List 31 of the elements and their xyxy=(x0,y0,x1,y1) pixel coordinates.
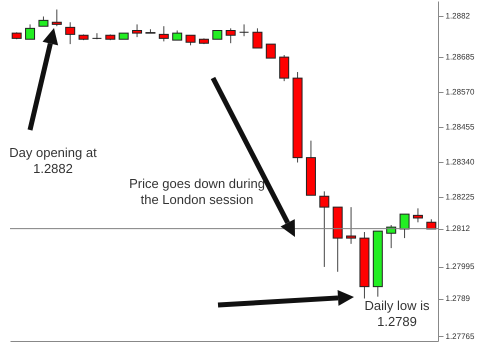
y-tick-label: 1.28455 xyxy=(446,122,475,132)
annotation: Day opening at 1.2882 xyxy=(8,145,98,177)
candlestick xyxy=(239,24,250,37)
y-tick-label: 1.28570 xyxy=(446,88,475,97)
y-tick-label: 1.28685 xyxy=(446,52,475,62)
candlestick xyxy=(132,24,142,38)
candlestick xyxy=(92,32,102,40)
candlestick xyxy=(279,54,290,82)
candlestick xyxy=(400,214,410,239)
y-tick-label: 1.2789 xyxy=(446,294,471,303)
candlestick xyxy=(158,26,169,42)
candlestick xyxy=(52,9,62,27)
annotation: Daily low is 1.2789 xyxy=(363,298,430,330)
candlestick xyxy=(412,208,423,223)
candlestick xyxy=(346,206,356,244)
candlestick xyxy=(186,34,196,46)
candlestick xyxy=(65,22,76,45)
candlestick xyxy=(252,28,262,49)
candlestick xyxy=(319,190,330,268)
y-tick-label: 1.2812 xyxy=(446,224,471,234)
y-tick-label: 1.27765 xyxy=(446,332,475,341)
annotation: Price goes down during the London session xyxy=(128,176,266,208)
candlestick xyxy=(38,16,48,27)
y-tick-label: 1.2882 xyxy=(446,12,471,21)
y-tick-label: 1.28225 xyxy=(446,192,475,202)
candlestick xyxy=(226,28,236,44)
candlestick xyxy=(266,44,276,59)
candlestick xyxy=(25,24,36,40)
y-tick-label: 1.28340 xyxy=(446,157,475,166)
candlestick xyxy=(172,30,182,41)
y-tick-label: 1.27995 xyxy=(446,262,475,272)
